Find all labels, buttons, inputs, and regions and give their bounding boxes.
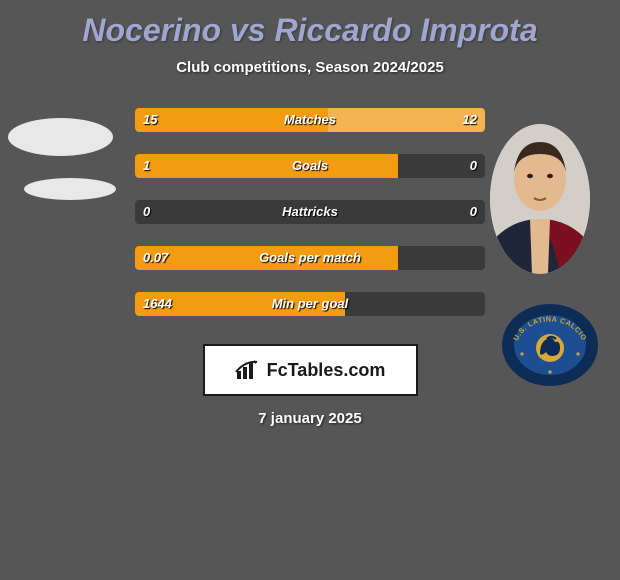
- date-text: 7 january 2025: [0, 410, 620, 427]
- stat-label: Min per goal: [135, 292, 485, 316]
- subtitle: Club competitions, Season 2024/2025: [0, 59, 620, 76]
- stat-label: Goals per match: [135, 246, 485, 270]
- brand-box: FcTables.com: [203, 344, 418, 396]
- stat-value-right: 12: [463, 108, 477, 132]
- stat-label: Hattricks: [135, 200, 485, 224]
- stat-label: Matches: [135, 108, 485, 132]
- player-portrait-icon: [490, 124, 590, 274]
- stat-row: 0.07Goals per match: [135, 246, 485, 270]
- stat-row: 1644Min per goal: [135, 292, 485, 316]
- bar-chart-icon: [235, 359, 261, 381]
- page-title: Nocerino vs Riccardo Improta: [0, 0, 620, 49]
- club-right-badge: U.S. LATINA CALCIO: [500, 302, 600, 388]
- stat-row: 1Goals0: [135, 154, 485, 178]
- stat-value-right: 0: [470, 154, 477, 178]
- stat-label: Goals: [135, 154, 485, 178]
- player-right-avatar: [490, 124, 590, 274]
- comparison-card: Nocerino vs Riccardo Improta Club compet…: [0, 0, 620, 580]
- club-badge-icon: U.S. LATINA CALCIO: [500, 302, 600, 388]
- stat-row: 0Hattricks0: [135, 200, 485, 224]
- club-left-badge: [24, 178, 116, 200]
- player-left-avatar: [8, 118, 113, 156]
- stat-row: 15Matches12: [135, 108, 485, 132]
- stats-panel: 15Matches121Goals00Hattricks00.07Goals p…: [135, 108, 485, 316]
- brand-text: FcTables.com: [267, 360, 386, 381]
- stat-value-right: 0: [470, 200, 477, 224]
